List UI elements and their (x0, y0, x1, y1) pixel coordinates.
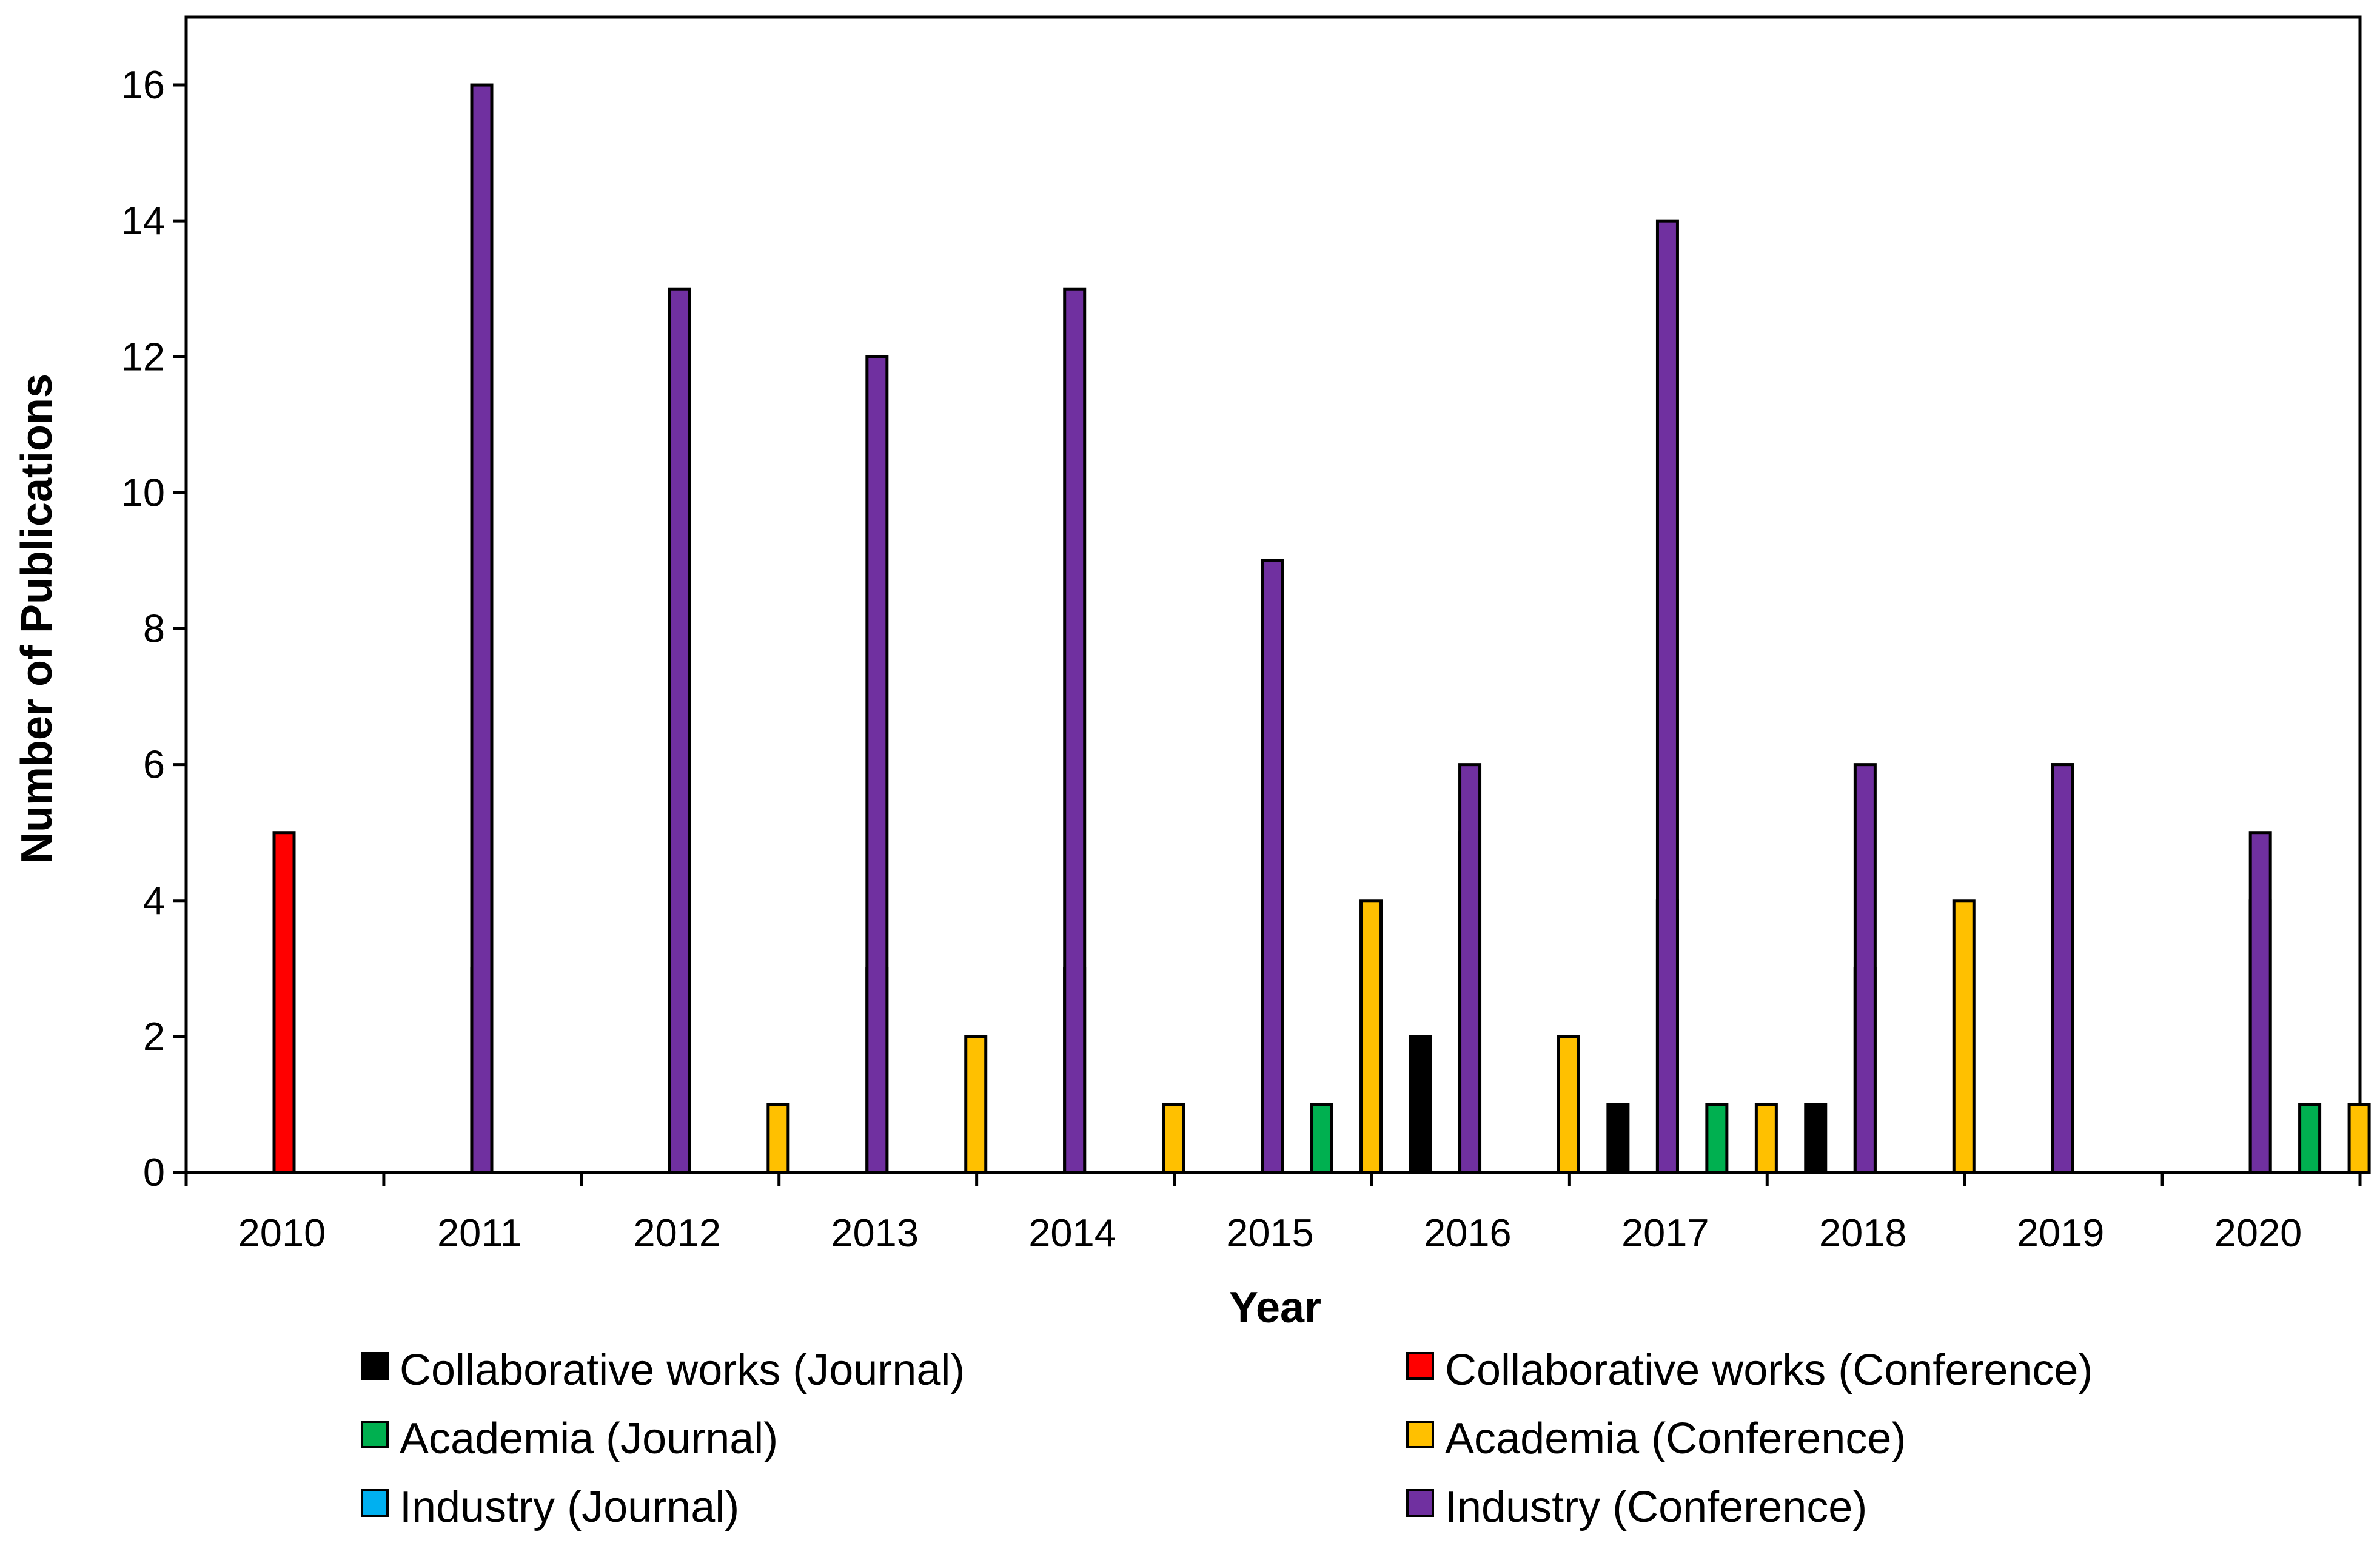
bar-industry-conference-2017 (1853, 763, 1877, 1174)
legend-label-academia-journal: Academia (Journal) (400, 1414, 778, 1463)
x-tick-label: 2015 (1226, 1211, 1314, 1255)
x-tick-label: 2016 (1424, 1211, 1512, 1255)
x-tick-label: 2017 (1621, 1211, 1709, 1255)
x-tick-label: 2018 (1819, 1211, 1907, 1255)
bar-industry-conference-2018 (2051, 763, 2074, 1174)
bar-academia-conference-2012 (766, 1103, 790, 1174)
legend-swatch-industry-conference (1406, 1489, 1434, 1517)
bar-industry-conference-2011 (668, 287, 691, 1174)
y-tick-label: 6 (143, 742, 165, 787)
bar-academia-conference-2017 (1754, 1103, 1778, 1174)
legend: Collaborative works (Journal) Collaborati… (361, 1346, 2093, 1532)
y-tick-label: 4 (143, 878, 165, 923)
bar-industry-conference-2010 (470, 83, 494, 1174)
x-tick-label: 2019 (2017, 1211, 2105, 1255)
legend-label-industry-conference: Industry (Conference) (1445, 1483, 1867, 1532)
bar-industry-conference-2019 (2248, 831, 2272, 1174)
bar-academia-conference-2014 (1162, 1103, 1185, 1174)
legend-swatch-collaborative-works-journal (361, 1352, 389, 1380)
bar-academia-conference-2020 (2347, 1103, 2371, 1174)
bar-academia-journal-2015 (1310, 1103, 1333, 1174)
bar-academia-conference-2015 (1359, 899, 1383, 1174)
x-tick-label: 2010 (238, 1211, 326, 1255)
legend-swatch-collaborative-works-conference (1406, 1352, 1434, 1380)
y-tick-label: 12 (121, 334, 165, 378)
bar-academia-journal-2017 (1705, 1103, 1729, 1174)
bar-academia-conference-2013 (964, 1035, 988, 1174)
x-tick-label: 2013 (831, 1211, 919, 1255)
y-tick-label: 8 (143, 607, 165, 651)
bar-industry-conference-2014 (1261, 559, 1284, 1174)
legend-swatch-industry-journal (361, 1489, 389, 1517)
bar-academia-journal-2020 (2298, 1103, 2322, 1174)
x-tick-label: 2012 (633, 1211, 721, 1255)
x-axis-title: Year (1229, 1283, 1321, 1332)
bar-industry-conference-2012 (865, 355, 889, 1174)
legend-label-collaborative-works-conference: Collaborative works (Conference) (1445, 1346, 2093, 1394)
x-tick-label: 2020 (2214, 1211, 2302, 1255)
x-tick-label: 2011 (437, 1211, 522, 1255)
legend-swatch-academia-conference (1406, 1421, 1434, 1448)
bar-academia-conference-2018 (1952, 899, 1976, 1174)
legend-label-industry-journal: Industry (Journal) (400, 1483, 739, 1532)
bar-industry-conference-2016 (1655, 219, 1679, 1174)
bar-industry-conference-2015 (1458, 763, 1482, 1174)
legend-label-academia-conference: Academia (Conference) (1445, 1414, 1906, 1463)
y-axis-title: Number of Publications (13, 374, 61, 864)
y-tick-label: 16 (121, 62, 165, 107)
legend-swatch-academia-journal (361, 1421, 389, 1448)
y-tick-label: 2 (143, 1014, 165, 1058)
x-tick-label: 2014 (1028, 1211, 1116, 1255)
bar-collaborative-works-journal-2017 (1606, 1103, 1630, 1174)
y-tick-label: 10 (121, 470, 165, 514)
bar-academia-conference-2016 (1557, 1035, 1580, 1174)
bar-collaborative-works-journal-2016 (1409, 1035, 1432, 1174)
plot-area: 0 2 4 6 8 10 12 14 16 2010 2011 2012 2013 2014 2015 201… (121, 15, 2371, 1255)
bar-collaborative-works-journal-2018 (1804, 1103, 1828, 1174)
legend-label-collaborative-works-journal: Collaborative works (Journal) (400, 1346, 965, 1394)
bar-collaborative-works-conference-2010 (272, 831, 296, 1174)
y-tick-label: 14 (121, 198, 165, 243)
y-tick-label: 0 (143, 1150, 165, 1194)
bar-industry-conference-2013 (1063, 287, 1087, 1174)
